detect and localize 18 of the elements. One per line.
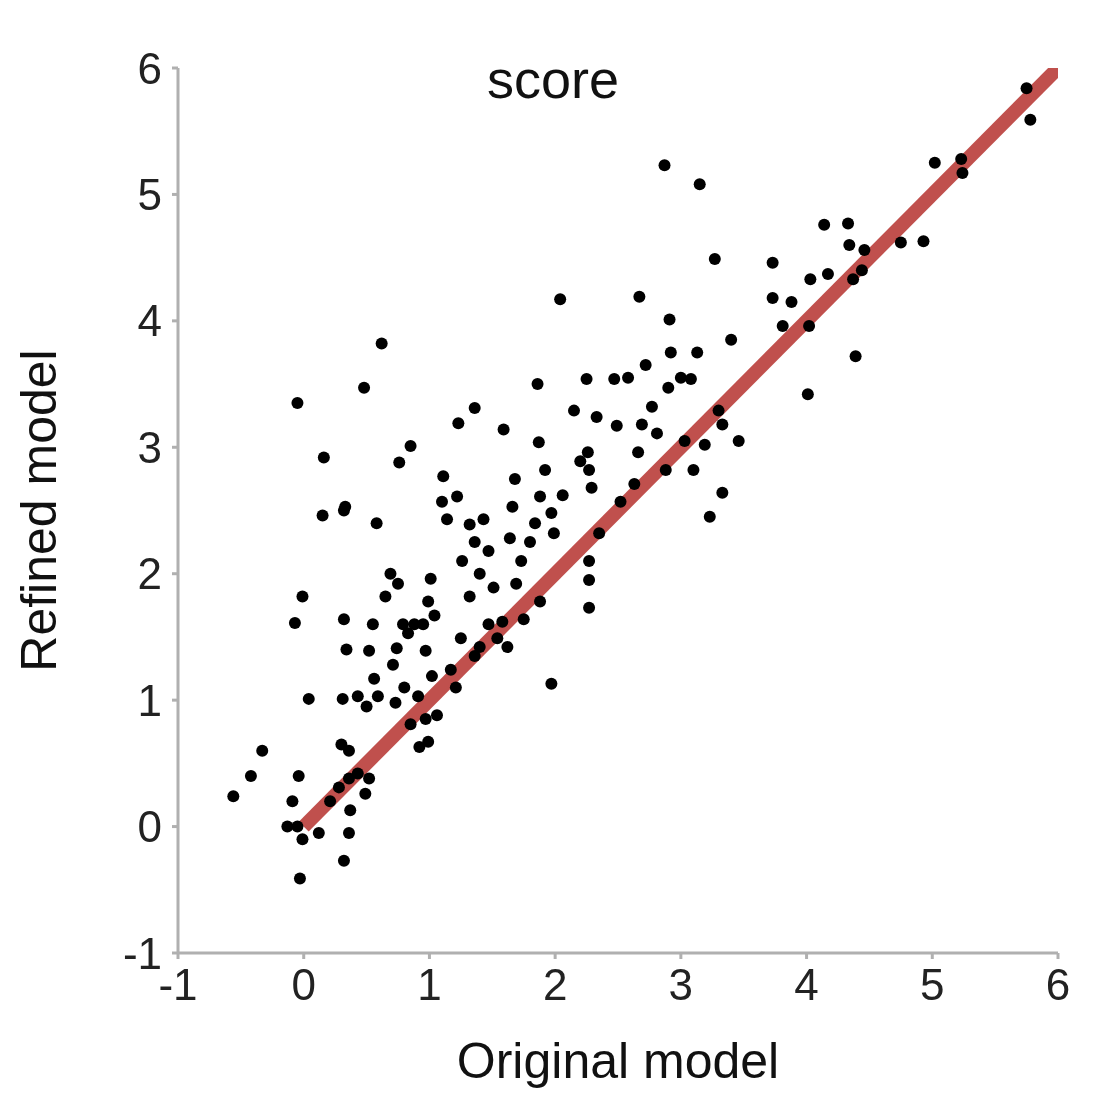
y-tick-label: -1 [122, 928, 162, 978]
y-tick-label: 3 [137, 422, 162, 472]
y-tick-label: 5 [137, 170, 162, 220]
y-tick-label: 6 [137, 43, 162, 93]
x-tick-label: 3 [668, 960, 694, 1010]
x-tick-label: 4 [794, 960, 819, 1010]
x-tick-label: 5 [920, 960, 945, 1010]
chart-title: score [486, 49, 620, 109]
x-tick-label: 0 [291, 960, 316, 1010]
y-axis-title: Refined model [10, 349, 67, 672]
y-tick-label: 4 [137, 296, 162, 346]
y-tick-label: 1 [137, 675, 162, 725]
y-tick-label: 2 [137, 549, 162, 599]
y-tick-label: 0 [137, 802, 162, 852]
x-tick-label: 1 [417, 960, 442, 1010]
x-tick-label: 6 [1045, 960, 1071, 1010]
x-tick-label: 2 [542, 960, 568, 1010]
x-axis-title: Original model [456, 1033, 780, 1089]
